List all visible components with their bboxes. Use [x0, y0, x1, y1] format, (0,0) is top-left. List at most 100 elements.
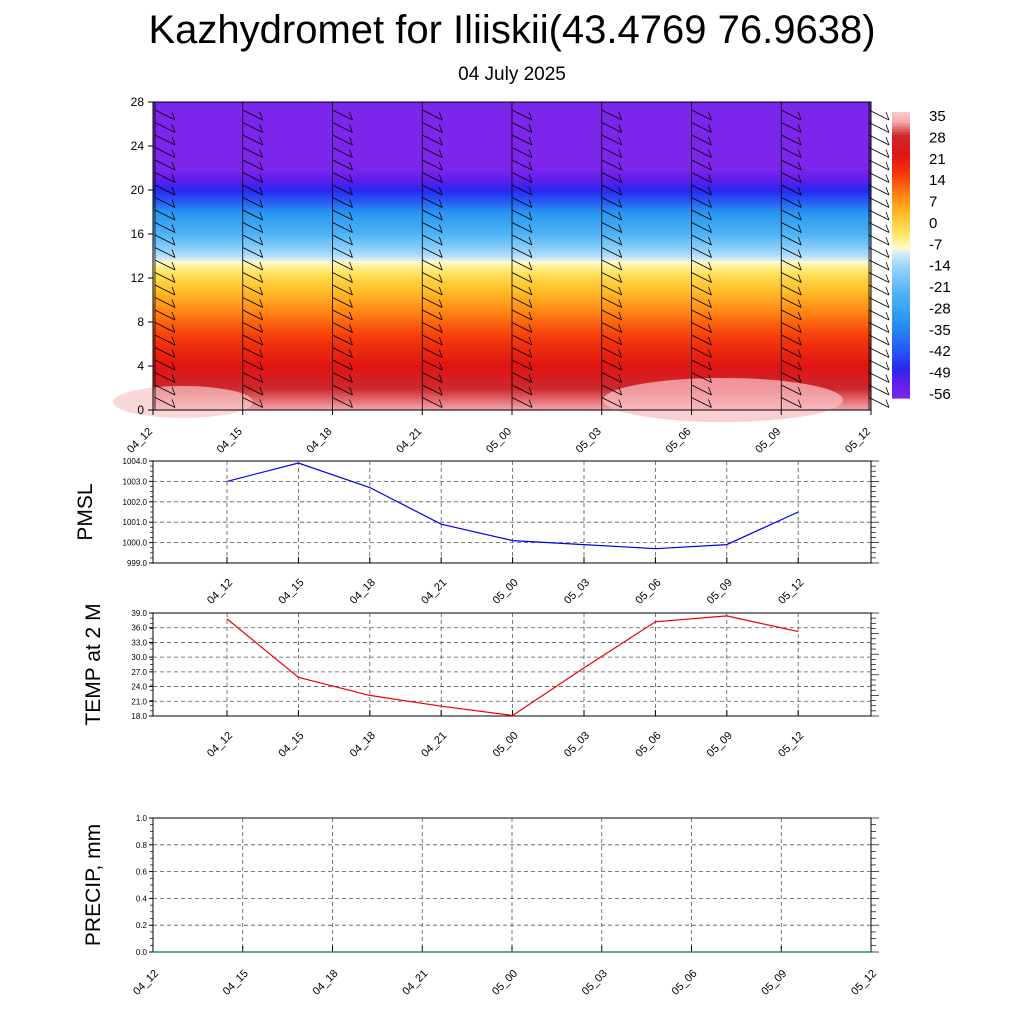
wind-barb	[781, 259, 802, 271]
wind-barb-flag	[438, 299, 443, 308]
wind-barb-flag	[528, 224, 533, 233]
wind-barb-flag	[708, 374, 712, 383]
wind-barb-flag	[797, 386, 802, 396]
wind-barb-flag	[708, 324, 712, 333]
wind-barb	[691, 384, 712, 396]
x-tick-label: 05_03	[562, 730, 592, 760]
x-tick-label: 05_00	[491, 577, 521, 607]
wind-barb	[154, 147, 176, 158]
wind-barb	[511, 347, 533, 358]
wind-barb-flag	[618, 361, 623, 371]
wind-barb	[781, 334, 802, 346]
colorbar-segment	[892, 275, 910, 279]
wind-barb-flag	[885, 124, 890, 133]
wind-barb-flag	[797, 299, 802, 308]
colorbar-segment	[892, 260, 910, 265]
wind-barb-flag	[171, 274, 176, 283]
y-tick-label: 999.0	[127, 559, 148, 568]
wind-barb-flag	[438, 336, 443, 346]
wind-barb	[332, 322, 353, 333]
wind-barb	[154, 334, 176, 346]
wind-barb-flag	[438, 136, 443, 146]
wind-barb	[154, 309, 176, 321]
x-tick-label: 04_15	[276, 577, 306, 607]
colorbar-segment	[892, 132, 910, 136]
wind-barb	[691, 247, 712, 258]
wind-barb-flag	[618, 386, 623, 396]
wind-barb	[868, 372, 890, 383]
colorbar-segment	[892, 340, 910, 345]
colorbar-segment	[892, 257, 910, 262]
wind-barb	[781, 272, 802, 283]
y-tick-label: 16	[131, 227, 145, 241]
wind-barb	[781, 172, 802, 183]
wind-barb-flag	[528, 361, 533, 371]
wind-barb	[601, 297, 622, 308]
wind-barb	[511, 109, 533, 121]
colorbar-segment	[892, 392, 910, 396]
wind-barb	[511, 272, 533, 283]
wind-barb	[242, 172, 263, 183]
x-tick-label: 05_00	[484, 426, 514, 456]
wind-barb	[154, 384, 176, 396]
colorbar-segment	[892, 277, 910, 282]
wind-barb-flag	[259, 274, 264, 283]
wind-barb	[154, 247, 176, 258]
x-tick-label: 05_09	[705, 730, 735, 760]
wind-barb	[511, 247, 533, 258]
wind-barb	[242, 109, 263, 121]
wind-barb-flag	[708, 299, 712, 308]
wind-barb-flag	[349, 386, 353, 396]
x-tick-label: 05_03	[574, 426, 604, 456]
wind-barb-flag	[708, 399, 712, 408]
y-tick-label: 0.6	[136, 868, 148, 877]
x-tick-label: 05_03	[580, 968, 610, 998]
wind-barb-flag	[885, 399, 890, 408]
x-tick-label: 05_03	[562, 577, 592, 607]
colorbar-segment	[892, 389, 910, 393]
y-tick-label: 1003.0	[123, 477, 148, 486]
wind-barb-flag	[171, 224, 176, 233]
colorbar-segment	[892, 366, 910, 370]
wind-barb-flag	[349, 136, 353, 146]
wind-barb-flag	[618, 311, 623, 321]
colorbar-segment	[892, 297, 910, 302]
line-panel: 18.0 21.0 24.0 27.0 30.0 33.0 36.0 39.0 04_12 04_…	[82, 603, 879, 760]
colorbar-segment	[892, 234, 910, 239]
wind-barb-flag	[618, 161, 623, 171]
wind-barb	[422, 259, 443, 271]
wind-barb	[422, 172, 443, 183]
wind-barb-flag	[797, 236, 802, 246]
wind-barb-flag	[349, 199, 353, 208]
y-tick-label: 12	[131, 271, 145, 285]
wind-barb-flag	[618, 124, 623, 133]
wind-barb-flag	[259, 224, 264, 233]
wind-barb	[691, 197, 712, 208]
wind-barb	[154, 372, 176, 383]
wind-barb	[332, 134, 353, 146]
wind-barb-flag	[885, 299, 890, 308]
wind-barb-flag	[259, 174, 264, 183]
wind-barb	[601, 384, 622, 396]
colorbar-segment	[892, 189, 910, 193]
wind-barb-flag	[349, 174, 353, 183]
wind-barb-flag	[349, 111, 353, 121]
wind-barb-flag	[797, 136, 802, 146]
wind-barb-flag	[349, 161, 353, 171]
wind-barb	[601, 147, 622, 158]
wind-barb-flag	[259, 149, 264, 158]
wind-barb-flag	[349, 349, 353, 358]
chart-title: Kazhydromet for Iliiskii(43.4769 76.9638…	[148, 8, 876, 52]
wind-barb	[332, 122, 353, 133]
wind-barb-flag	[528, 336, 533, 346]
colorbar-segment	[892, 352, 910, 356]
wind-barb	[511, 222, 533, 233]
wind-barb	[154, 272, 176, 283]
wind-barb-flag	[171, 324, 176, 333]
wind-barb	[601, 134, 622, 146]
wind-barb-flag	[885, 249, 890, 258]
wind-barb	[511, 184, 533, 196]
colorbar-segment	[892, 312, 910, 316]
colorbar-segment	[892, 177, 910, 182]
wind-barb	[332, 234, 353, 246]
